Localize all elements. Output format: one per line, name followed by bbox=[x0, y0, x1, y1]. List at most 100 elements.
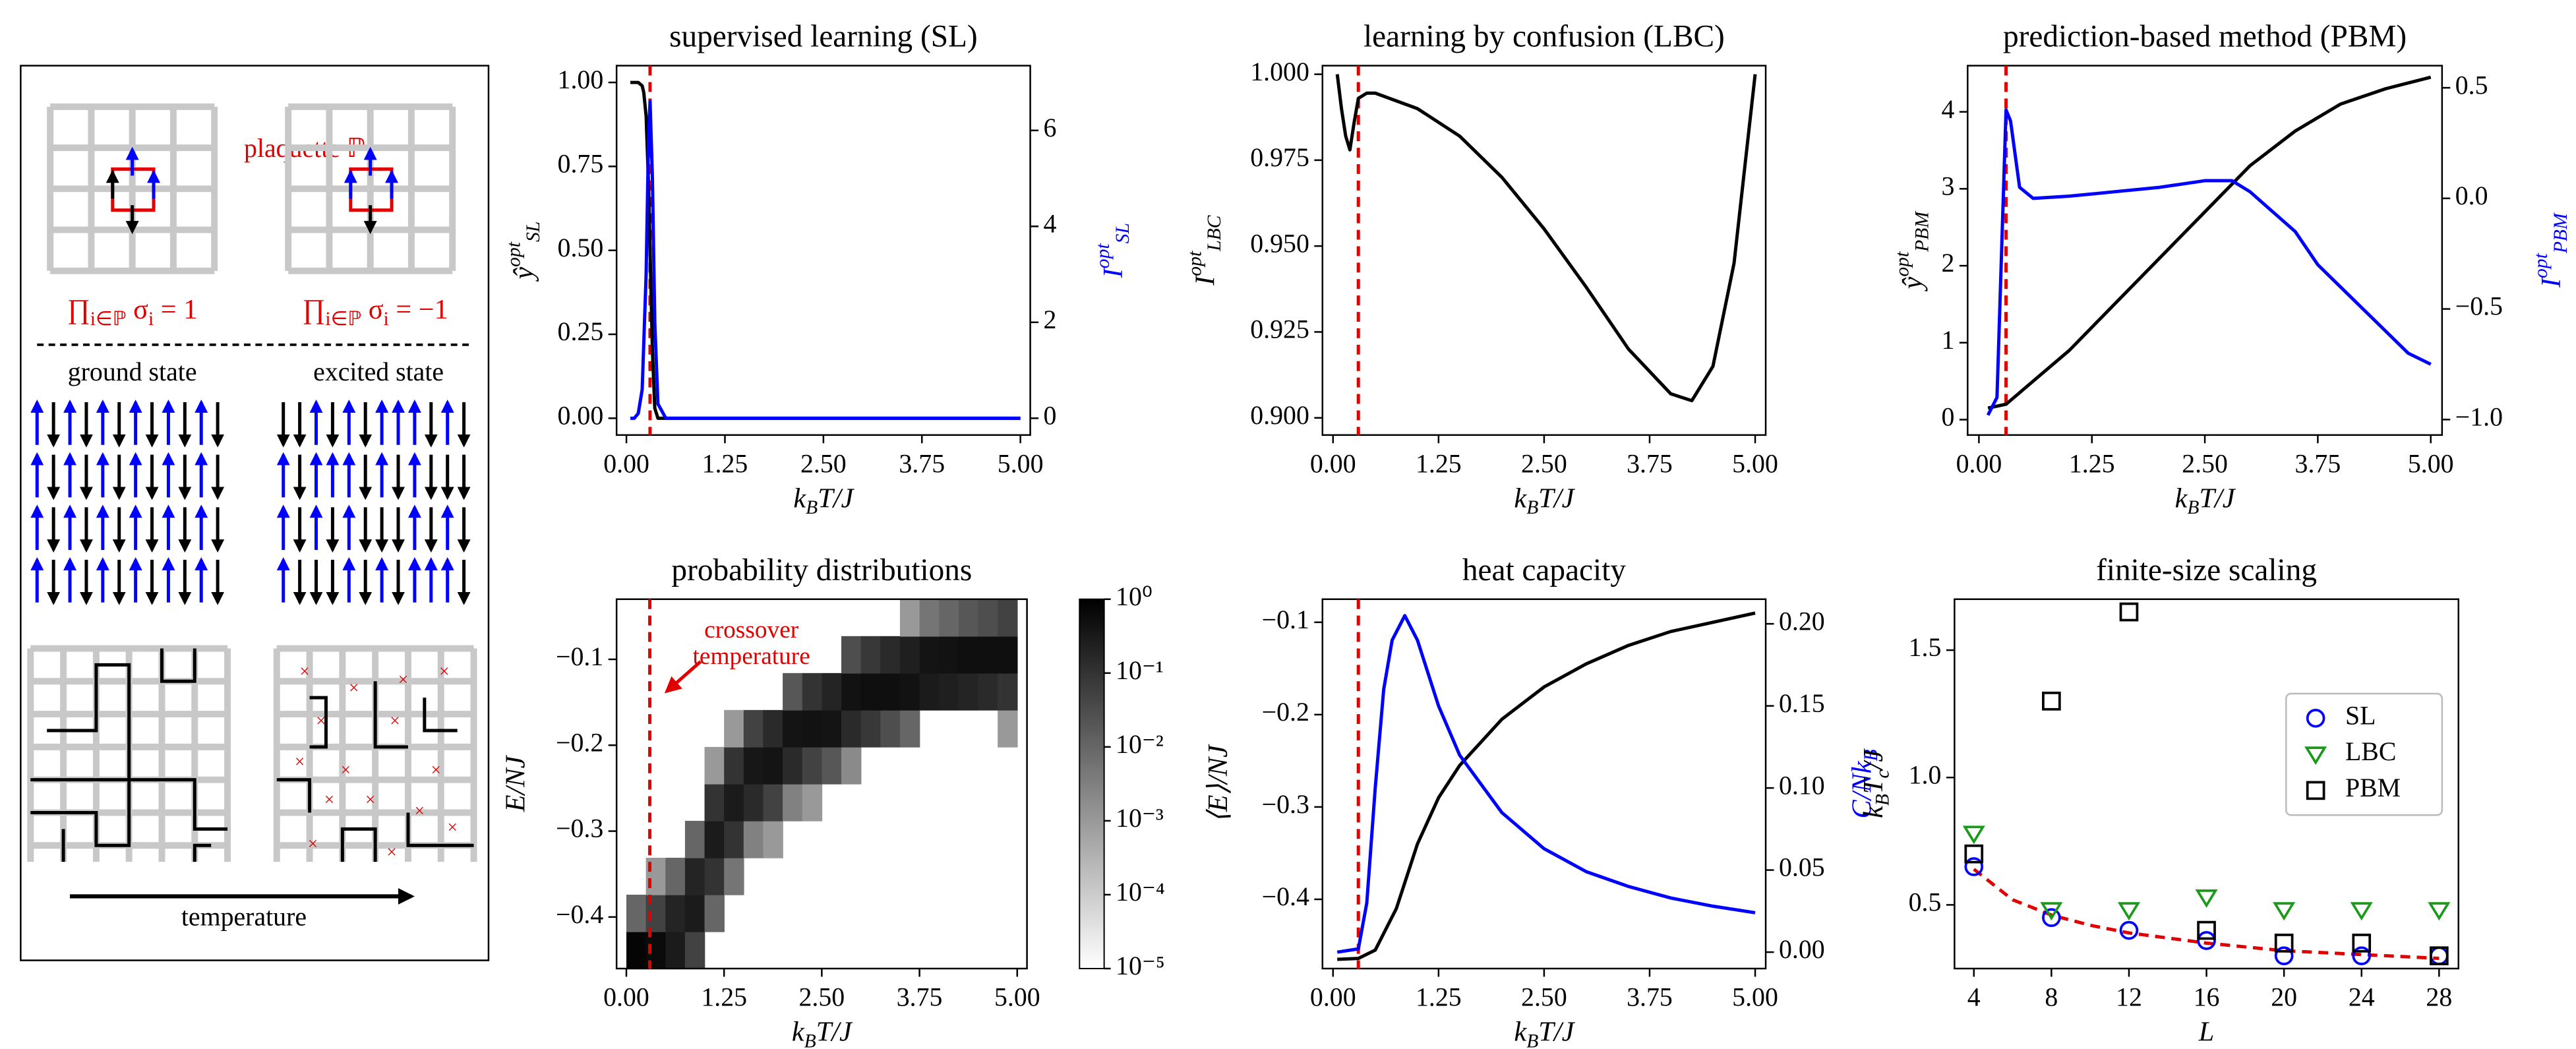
text-part: T/J bbox=[818, 483, 854, 514]
x-tick-label: 0.00 bbox=[1956, 449, 2002, 478]
text-part: B bbox=[1861, 749, 1882, 761]
marker bbox=[1964, 857, 1984, 876]
schematic: plaquette ℙ ∏i∈ℙ σi = 1 ∏i∈ℙ σi = −1 gro… bbox=[20, 65, 490, 961]
marker bbox=[2273, 902, 2296, 921]
marker bbox=[2274, 934, 2294, 953]
marker bbox=[1962, 825, 1985, 845]
x-tick-label: 3.75 bbox=[899, 449, 945, 478]
text-part: ŷ bbox=[508, 267, 539, 282]
heatmap-cell bbox=[684, 857, 705, 895]
marker bbox=[2352, 946, 2372, 965]
heatmap-cell bbox=[626, 894, 647, 932]
heatmap-cell bbox=[665, 894, 686, 932]
data-line bbox=[1336, 614, 1756, 954]
text-part: ŷ bbox=[1897, 276, 1928, 291]
excited-state-label: excited state bbox=[313, 357, 444, 386]
defect: × bbox=[308, 834, 318, 854]
x-tick-label: 1.25 bbox=[702, 449, 748, 478]
y2-tick-label: 2 bbox=[1044, 305, 1057, 334]
x-tick-label: 3.75 bbox=[897, 982, 943, 1011]
x-axis-label: L bbox=[2198, 1016, 2215, 1047]
heatmap-cell bbox=[880, 636, 901, 674]
heatmap-cell bbox=[704, 783, 725, 822]
y2-tick-label: 0.5 bbox=[2455, 71, 2488, 100]
text-part: T bbox=[1858, 776, 1889, 794]
y2-axis-label: IoptPBM bbox=[2531, 212, 2571, 288]
defect: × bbox=[431, 760, 441, 780]
y-tick-label: −0.2 bbox=[556, 728, 603, 757]
data-line bbox=[1986, 108, 2432, 416]
heatmap-cell bbox=[998, 709, 1018, 748]
panel: heat capacity 0.00 1.25 2.50 3.75 5.00 −0.4 −0.… bbox=[1203, 553, 1882, 1049]
x-tick-label: 3.75 bbox=[2295, 449, 2341, 478]
text-part: opt bbox=[1184, 251, 1205, 276]
x-tick-label: 5.00 bbox=[998, 449, 1044, 478]
text-part: PBM bbox=[1911, 210, 1932, 253]
x-tick-label: 20 bbox=[2271, 982, 2297, 1011]
heatmap-cell bbox=[802, 673, 823, 711]
y2-tick-label: 4 bbox=[1044, 209, 1057, 238]
heatmap-cell bbox=[724, 820, 744, 858]
marker bbox=[2304, 746, 2327, 765]
heatmap-cell bbox=[899, 599, 920, 637]
plot-frame bbox=[615, 65, 1031, 436]
heatmap-cell bbox=[841, 673, 862, 711]
marker bbox=[2119, 602, 2139, 622]
panel: learning by confusion (LBC) 0.00 1.25 2.50 3… bbox=[1184, 20, 1778, 518]
y2-axis-label: IoptSL bbox=[1093, 223, 1133, 278]
panel: supervised learning (SL) 0.00 1.25 2.50 3.75… bbox=[503, 20, 1133, 518]
heatmap-cell bbox=[958, 599, 979, 637]
text-part: C/Nk bbox=[1846, 760, 1877, 818]
fit-line bbox=[1973, 868, 2440, 961]
heatmap-cell bbox=[899, 673, 920, 711]
heatmap-cell bbox=[860, 636, 882, 674]
heatmap-cell bbox=[939, 673, 959, 711]
text-part: opt bbox=[1093, 243, 1114, 269]
y2-tick-label: 0 bbox=[1044, 401, 1057, 430]
heatmap-cell bbox=[919, 636, 940, 674]
text-part: i∈ℙ bbox=[90, 309, 127, 330]
marker bbox=[2306, 708, 2325, 728]
annotation: temperature bbox=[693, 643, 810, 670]
x-tick-label: 24 bbox=[2349, 982, 2375, 1011]
marker bbox=[2428, 902, 2451, 921]
x-tick-label: 2.50 bbox=[800, 449, 847, 478]
panel: probability distributions 10⁰ 10⁻¹ 10⁻² 10⁻³… bbox=[500, 553, 1164, 1049]
y-axis-label: ŷoptPBM bbox=[1892, 210, 1932, 292]
panel: finite-size scaling 4 8 12 16 20 24 28 0.5 1.0 1.5… bbox=[1858, 553, 2459, 1047]
heatmap-cell bbox=[978, 673, 998, 711]
product-minus: ∏i∈ℙ σi = −1 bbox=[303, 294, 448, 330]
x-tick-label: 1.25 bbox=[701, 982, 747, 1011]
data-line bbox=[1335, 74, 1757, 403]
colorbar-tick-label: 10⁻⁴ bbox=[1116, 878, 1165, 907]
text-part: /J bbox=[1858, 748, 1889, 771]
x-tick-label: 5.00 bbox=[2408, 449, 2454, 478]
defect: × bbox=[349, 678, 359, 698]
y2-tick-label: 0.0 bbox=[2455, 181, 2488, 210]
loop bbox=[276, 778, 312, 813]
y-tick-label: 1.00 bbox=[558, 65, 604, 94]
y-axis-label: IoptLBC bbox=[1184, 214, 1225, 285]
y2-tick-label: 0.00 bbox=[1779, 935, 1825, 964]
x-tick-label: 3.75 bbox=[1627, 982, 1673, 1011]
annotation: crossover bbox=[704, 616, 799, 644]
y-tick-label: 3 bbox=[1941, 171, 1954, 200]
text-part: I bbox=[1098, 267, 1129, 278]
x-tick-label: 16 bbox=[2194, 982, 2220, 1011]
chart-title: prediction-based method (PBM) bbox=[2003, 20, 2407, 54]
heatmap-cell bbox=[704, 746, 725, 785]
text-part: c bbox=[1872, 769, 1893, 778]
x-tick-label: 5.00 bbox=[1732, 449, 1778, 478]
text-part: σ bbox=[127, 294, 149, 325]
chart-title: supervised learning (SL) bbox=[669, 20, 978, 54]
heatmap-cell bbox=[783, 746, 803, 785]
x-tick-label: 2.50 bbox=[799, 982, 845, 1011]
text-part: SL bbox=[1112, 223, 1133, 243]
y-tick-label: 2 bbox=[1941, 249, 1954, 278]
defect: × bbox=[398, 670, 408, 690]
text-part: T/J bbox=[816, 1016, 853, 1047]
marker bbox=[2040, 902, 2063, 921]
defect: × bbox=[295, 752, 305, 771]
heatmap-cell bbox=[743, 746, 764, 785]
